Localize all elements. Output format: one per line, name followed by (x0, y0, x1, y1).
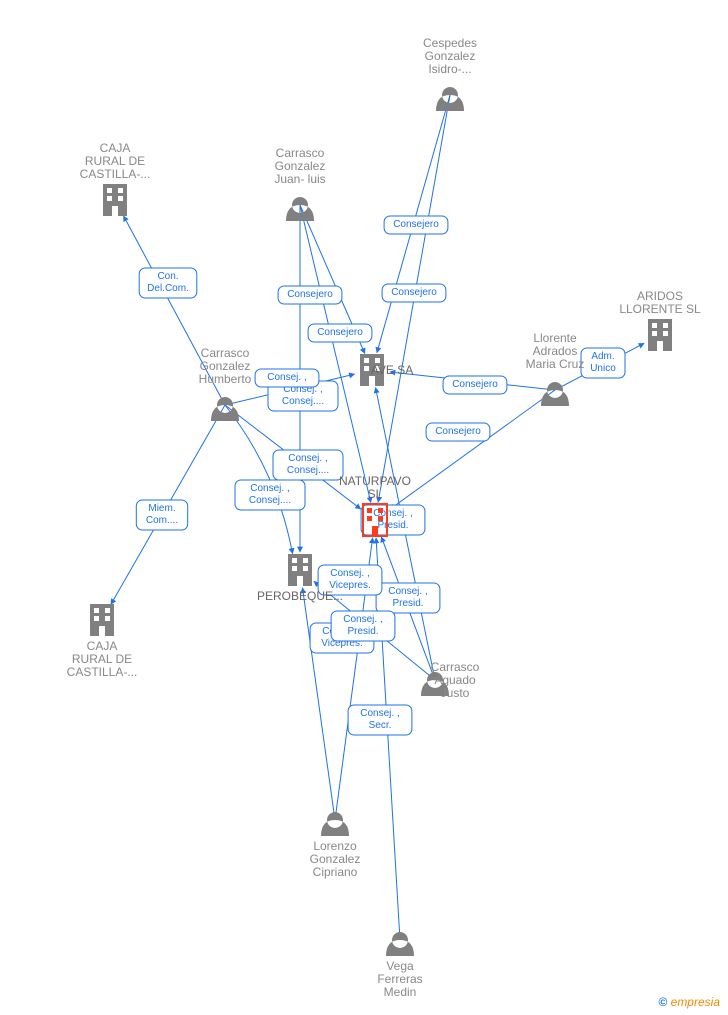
person-node[interactable]: CespedesGonzalezIsidro-... (423, 36, 477, 111)
node-label: Medin (384, 985, 417, 999)
node-label: CASTILLA-... (80, 167, 151, 181)
edge-label-text: Consej. , (250, 483, 289, 494)
copyright-symbol: © (658, 995, 667, 1009)
node-label: Justo (441, 686, 470, 700)
edge-label-text: Consejero (452, 379, 498, 390)
person-node[interactable]: LorenzoGonzalezCipriano (310, 812, 361, 879)
edge-label-text: Com.... (146, 515, 178, 526)
edge-label-text: Consej. , (330, 568, 369, 579)
edge-label-text: Presid. (392, 598, 423, 609)
building-icon (648, 319, 672, 351)
edge-label-text: Consej. , (360, 708, 399, 719)
node-label: AVE SA (371, 363, 413, 377)
node-label: ARIDOS (637, 289, 683, 303)
person-node[interactable]: CarrascoAguadoJusto (421, 660, 480, 700)
company-node[interactable]: ARIDOSLLORENTE SL (619, 289, 701, 351)
edge-label-text: Presid. (377, 520, 408, 531)
person-node[interactable]: CarrascoGonzalezHumberto (199, 346, 252, 421)
node-label: Isidro-... (428, 62, 471, 76)
credit-footer: © empresia (658, 995, 720, 1009)
edge-label-text: Consej. , (343, 614, 382, 625)
building-icon (288, 554, 312, 586)
person-icon (386, 932, 414, 956)
node-label: NATURPAVO (339, 474, 411, 488)
edge-label-text: Secr. (369, 720, 392, 731)
person-icon (321, 812, 349, 836)
node-label: Gonzalez (310, 852, 361, 866)
edge-label-text: Consejero (317, 327, 363, 338)
building-icon (103, 184, 127, 216)
company-node[interactable]: CAJARURAL DECASTILLA-... (67, 604, 138, 679)
edge-label-text: Consejero (435, 426, 481, 437)
node-label: Carrasco (276, 146, 325, 160)
edge-label-text: Consej.... (249, 495, 291, 506)
node-label: CAJA (100, 141, 131, 155)
node-label: Juan- luis (274, 172, 325, 186)
node-label: Cipriano (313, 865, 358, 879)
edge-label-text: Miem. (148, 503, 175, 514)
person-icon (211, 397, 239, 421)
edge-label-text: Consej. , (267, 372, 306, 383)
building-icon (90, 604, 114, 636)
brand-name: empresia (671, 995, 720, 1009)
node-label: Carrasco (201, 346, 250, 360)
edge-label-text: Consejero (391, 287, 437, 298)
edge-label-text: Consej. , (288, 453, 327, 464)
node-label: RURAL DE (85, 154, 145, 168)
node-label: LLORENTE SL (619, 302, 701, 316)
person-icon (436, 87, 464, 111)
node-label: RURAL DE (72, 652, 132, 666)
edge-label-text: Consejero (393, 219, 439, 230)
node-label: Humberto (199, 372, 252, 386)
node-label: Gonzalez (425, 49, 476, 63)
person-node[interactable]: LlorenteAdradosMaria Cruz (526, 331, 585, 406)
company-node[interactable]: AVE SA (360, 354, 413, 386)
node-label: Gonzalez (200, 359, 251, 373)
node-label: Adrados (533, 344, 578, 358)
edge-label-text: Presid. (347, 626, 378, 637)
node-label: Carrasco (431, 660, 480, 674)
node-label: Ferreras (377, 972, 422, 986)
node-label: CAJA (87, 639, 118, 653)
node-label: Gonzalez (275, 159, 326, 173)
node-label: Llorente (533, 331, 577, 345)
edge (390, 390, 555, 509)
edge-label-text: Consej.... (287, 465, 329, 476)
edge-label-text: Consej.... (282, 396, 324, 407)
edge-label-text: Del.Com. (147, 283, 189, 294)
company-node[interactable]: CAJARURAL DECASTILLA-... (80, 141, 151, 216)
person-icon (541, 382, 569, 406)
node-label: PEROBEQUE... (257, 589, 343, 603)
edge-label-text: Consejero (287, 289, 333, 300)
node-label: CASTILLA-... (67, 665, 138, 679)
node-label: Lorenzo (313, 839, 357, 853)
person-node[interactable]: VegaFerrerasMedin (377, 932, 422, 999)
edge-label-text: Unico (590, 363, 616, 374)
edge-label-text: Con. (157, 271, 178, 282)
node-label: Maria Cruz (526, 357, 585, 371)
edge-label-text: Adm. (591, 351, 614, 362)
node-label: SL (368, 487, 383, 501)
node-label: Cespedes (423, 36, 477, 50)
node-label: Aguado (434, 673, 476, 687)
network-diagram: Con.Del.Com.Miem.Com....Consej. ,Consej.… (0, 0, 728, 1015)
edge-label-text: Consej. , (388, 586, 427, 597)
node-label: Vega (386, 959, 414, 973)
